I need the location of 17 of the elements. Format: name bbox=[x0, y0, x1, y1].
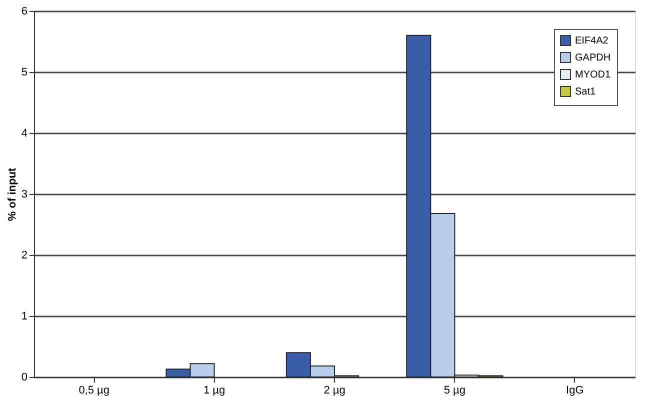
x-tick-label: IgG bbox=[566, 384, 584, 396]
y-axis-title: % of input bbox=[6, 168, 18, 222]
legend-label: EIF4A2 bbox=[575, 36, 609, 46]
y-tick-label: 5 bbox=[21, 66, 28, 78]
x-tick-label: 1 µg bbox=[203, 384, 226, 396]
y-tick-label: 2 bbox=[21, 250, 28, 262]
y-tick-label: 0 bbox=[21, 372, 28, 384]
x-tick-label: 2 µg bbox=[324, 384, 346, 396]
y-tick-label: 6 bbox=[21, 6, 28, 18]
y-tick-label: 4 bbox=[21, 128, 28, 140]
legend-label: GAPDH bbox=[575, 52, 611, 64]
y-tick-label: 1 bbox=[21, 310, 28, 322]
legend-label: MYOD1 bbox=[575, 70, 611, 80]
legend-label: Sat1 bbox=[575, 86, 596, 98]
x-tick-label: 5 µg bbox=[444, 384, 466, 396]
x-tick-label: 0,5 µg bbox=[78, 384, 110, 396]
y-tick-label: 3 bbox=[21, 188, 28, 200]
